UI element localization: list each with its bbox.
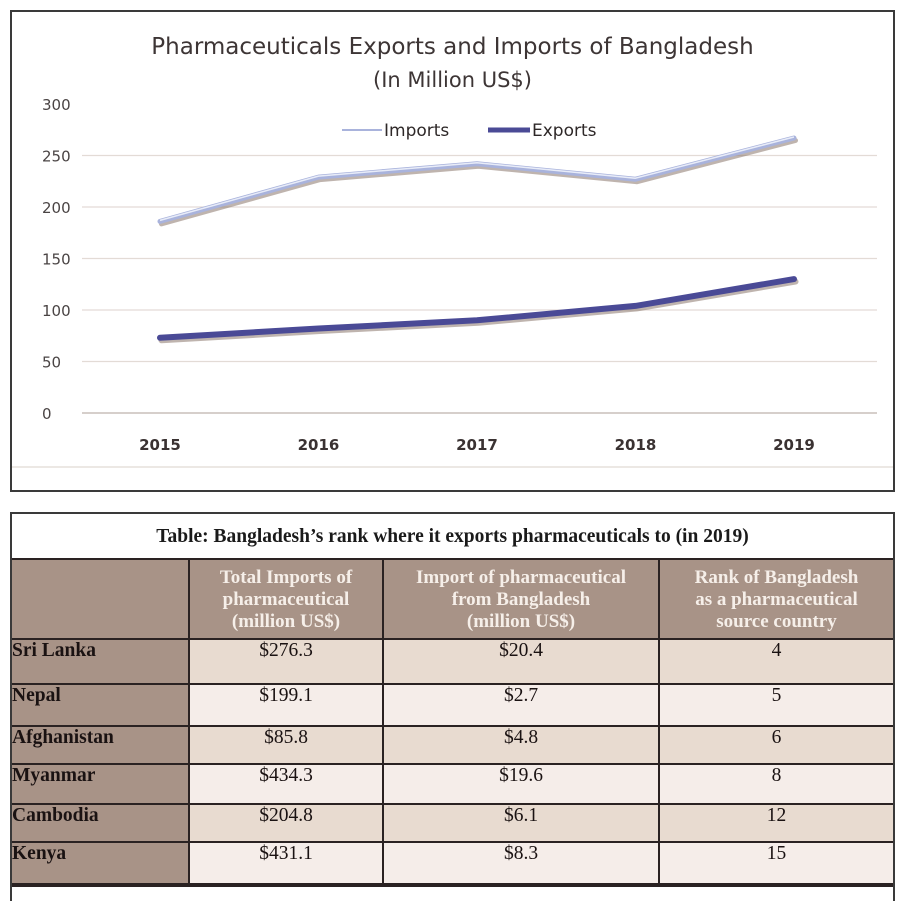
rank-cell: 15	[658, 841, 893, 885]
table-row: Sri Lanka $276.3 $20.4 4	[12, 638, 893, 685]
table-row: Cambodia $204.8 $6.1 12	[12, 803, 893, 843]
from-bangladesh-cell: $2.7	[382, 683, 660, 727]
header-line: (million US$)	[231, 611, 341, 632]
header-line: Import of pharmaceutical	[415, 567, 627, 588]
legend-label-exports: Exports	[532, 121, 597, 141]
country-cell: Afghanistan	[12, 725, 190, 765]
table-row: Nepal $199.1 $2.7 5	[12, 683, 893, 727]
total-imports-cell: $434.3	[188, 763, 384, 805]
x-tick-label: 2018	[615, 436, 657, 454]
imports-line-highlight	[159, 136, 795, 222]
imports-series-line	[157, 135, 797, 224]
total-imports-cell: $199.1	[188, 683, 384, 727]
country-cell: Myanmar	[12, 763, 190, 805]
total-imports-cell: $85.8	[188, 725, 384, 765]
header-rank: Rank of Bangladesh as a pharmaceutical s…	[658, 560, 893, 640]
x-tick-label: 2015	[139, 436, 181, 454]
table-row: Myanmar $434.3 $19.6 8	[12, 763, 893, 805]
y-tick-label: 300	[42, 96, 71, 114]
rank-cell: 8	[658, 763, 893, 805]
total-imports-cell: $276.3	[188, 638, 384, 685]
header-from-bangladesh: Import of pharmaceutical from Bangladesh…	[382, 560, 660, 640]
header-line: from Bangladesh	[451, 589, 591, 610]
x-tick-label: 2017	[456, 436, 498, 454]
from-bangladesh-cell: $6.1	[382, 803, 660, 843]
from-bangladesh-cell: $20.4	[382, 638, 660, 685]
country-cell: Sri Lanka	[12, 638, 190, 685]
header-total-imports: Total Imports of pharmaceutical (million…	[188, 560, 384, 640]
y-tick-label: 200	[42, 199, 71, 217]
x-tick-label: 2016	[298, 436, 340, 454]
table-caption: Table: Bangladesh’s rank where it export…	[12, 514, 893, 560]
country-cell: Kenya	[12, 841, 190, 885]
rank-table-panel: Table: Bangladesh’s rank where it export…	[10, 512, 895, 903]
header-line: source country	[716, 611, 837, 632]
exports-series-line	[157, 276, 797, 341]
country-cell: Cambodia	[12, 803, 190, 843]
line-chart-panel: 0 50 100 150 200 250 300 2015 2016 2017 2018 2019 Im…	[10, 10, 895, 492]
rank-table: Total Imports of pharmaceutical (million…	[12, 560, 893, 885]
rank-cell: 12	[658, 803, 893, 843]
header-line: Total Imports of	[219, 567, 353, 588]
rank-cell: 5	[658, 683, 893, 727]
imports-line-shadow	[159, 138, 798, 227]
x-tick-label: 2019	[773, 436, 815, 454]
from-bangladesh-cell: $8.3	[382, 841, 660, 885]
from-bangladesh-cell: $19.6	[382, 763, 660, 805]
total-imports-cell: $204.8	[188, 803, 384, 843]
header-line: pharmaceutical	[222, 589, 350, 610]
header-line: as a pharmaceutical	[695, 589, 858, 610]
y-tick-label: 150	[42, 251, 71, 269]
y-tick-label: 50	[42, 354, 61, 372]
from-bangladesh-cell: $4.8	[382, 725, 660, 765]
table-row: Kenya $431.1 $8.3 15	[12, 841, 893, 885]
chart-subtitle: (In Million US$)	[373, 68, 532, 92]
table-row: Afghanistan $85.8 $4.8 6	[12, 725, 893, 765]
y-tick-label: 0	[42, 405, 52, 423]
total-imports-cell: $431.1	[188, 841, 384, 885]
table-footer-strip	[12, 885, 893, 903]
chart-canvas: 0 50 100 150 200 250 300 2015 2016 2017 2018 2019 Im…	[12, 96, 893, 468]
header-line: Rank of Bangladesh	[694, 567, 859, 588]
rank-cell: 6	[658, 725, 893, 765]
chart-title: Pharmaceuticals Exports and Imports of B…	[151, 34, 754, 60]
header-line: (million US$)	[466, 611, 576, 632]
y-tick-label: 100	[42, 302, 71, 320]
rank-cell: 4	[658, 638, 893, 685]
table-header-row: Total Imports of pharmaceutical (million…	[12, 560, 893, 640]
y-tick-label: 250	[42, 148, 71, 166]
country-cell: Nepal	[12, 683, 190, 727]
legend-label-imports: Imports	[384, 121, 449, 141]
header-country	[12, 560, 190, 640]
